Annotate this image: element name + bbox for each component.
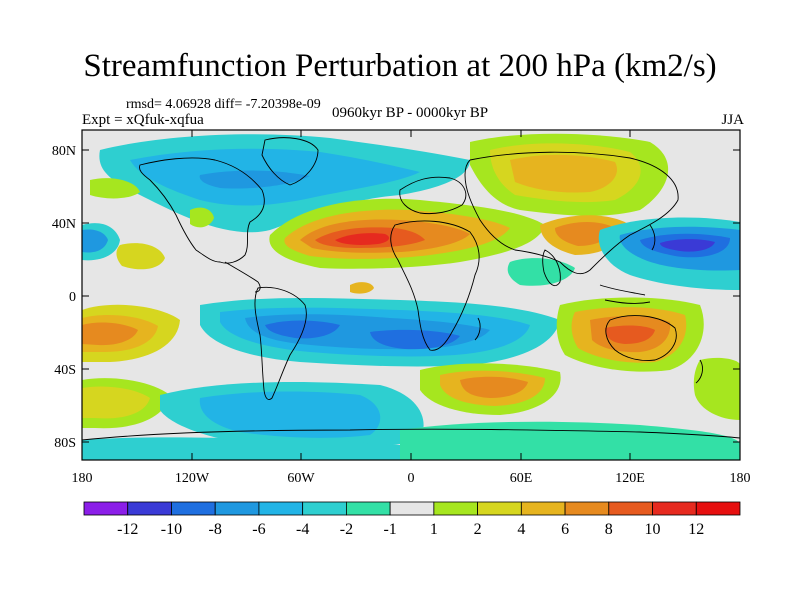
experiment-label: Expt = xQfuk-xqfua: [82, 112, 204, 128]
colorbar-label: 10: [645, 521, 661, 538]
colorbar-label: 2: [474, 521, 482, 538]
colorbar-label: -4: [296, 521, 309, 538]
colorbar-swatch: [345, 501, 391, 516]
lon-label-180e: 180: [730, 471, 751, 486]
lon-label-120w: 120W: [175, 471, 210, 486]
map-title: Streamfunction Perturbation at 200 hPa (…: [83, 48, 717, 84]
colorbar-label: 1: [430, 521, 438, 538]
lat-label-80s: 80S: [54, 436, 76, 451]
colorbar-label: -6: [252, 521, 265, 538]
contour-pos-sw-edge-3: [82, 322, 138, 346]
colorbar-swatch: [127, 501, 172, 516]
coast-greenland: [261, 137, 319, 186]
contour-pos-namerica-2: [190, 207, 214, 228]
coast-australia: [605, 315, 677, 361]
colorbar-label: -1: [383, 521, 396, 538]
coast-europe: [399, 176, 467, 215]
colorbar-swatch: [433, 501, 479, 516]
colorbar-swatch: [171, 501, 216, 516]
season-label: JJA: [721, 112, 744, 128]
lat-label-80n: 80N: [52, 144, 76, 159]
contour-neg-south-4: [265, 320, 340, 339]
colorbar-label: -10: [161, 521, 182, 538]
colorbar-label: -12: [117, 521, 138, 538]
colorbar-swatch: [520, 501, 566, 516]
colorbar-label: -2: [340, 521, 353, 538]
contour-neg-west-edge-2: [82, 229, 108, 253]
lat-label-40s: 40S: [54, 363, 76, 378]
contour-neg-antarctic-3: [400, 421, 740, 460]
coast-madagascar: [474, 317, 481, 341]
contour-pos-spacific-bottom-2: [82, 386, 150, 419]
lon-label-180w: 180: [72, 471, 93, 486]
contour-pos-siberia-3: [510, 154, 618, 193]
contour-neg-south-5: [370, 329, 460, 350]
contour-neg-npacific-4: [660, 239, 715, 252]
lon-tick-marks: [81, 130, 631, 460]
colorbar-swatch: [389, 501, 435, 516]
coastlines: [82, 137, 740, 441]
colorbar-swatch: [564, 501, 610, 516]
colorbar-label: 4: [517, 521, 525, 538]
lat-label-40n: 40N: [52, 217, 76, 232]
contour-eq-small-pos: [350, 282, 374, 294]
coast-japan: [649, 224, 656, 251]
colorbar-swatch: [83, 501, 129, 516]
coast-india: [542, 249, 561, 286]
coast-north-america: [139, 157, 265, 264]
contour-eq-pos-west: [90, 178, 140, 199]
colorbar-label: 6: [561, 521, 569, 538]
colorbar-swatch: [302, 501, 347, 516]
contour-pos-namerica: [116, 243, 165, 270]
colorbar-swatch: [652, 501, 697, 516]
lat-label-0: 0: [69, 290, 76, 305]
colorbar-label: 8: [605, 521, 613, 538]
lon-label-0: 0: [408, 471, 415, 486]
contour-neg-antarctic-2: [199, 391, 381, 438]
colorbar-swatch: [608, 501, 653, 516]
lon-label-120e: 120E: [615, 471, 645, 486]
colorbar-label: -8: [209, 521, 222, 538]
lon-label-60e: 60E: [510, 471, 533, 486]
contour-pos-atlantic-5: [335, 233, 390, 245]
coast-new-zealand: [695, 359, 703, 384]
colorbar-label: 12: [688, 521, 704, 538]
coast-south-america: [254, 286, 307, 401]
contour-field: [82, 130, 740, 460]
contour-neg-antarctic-4: [82, 437, 400, 460]
coast-central-america: [224, 261, 261, 293]
lat-tick-marks: [82, 149, 740, 443]
period-label: 0960kyr BP - 0000kyr BP: [331, 105, 489, 121]
stats-text: rmsd= 4.06928 diff= -7.20398e-09: [126, 97, 321, 112]
lon-label-60w: 60W: [287, 471, 315, 486]
colorbar-swatch: [258, 501, 304, 516]
colorbar-swatch: [477, 501, 522, 516]
colorbar-swatch: [214, 501, 260, 516]
coast-antarctica: [82, 428, 740, 441]
contour-pos-se-edge: [693, 357, 740, 420]
coast-africa: [390, 220, 480, 351]
coast-asia: [464, 151, 679, 275]
coast-se-asia: [599, 284, 651, 304]
contour-neg-north-core2: [199, 170, 310, 189]
contour-pos-australia-4: [605, 325, 655, 344]
colorbar: -12 -10 -8 -6 -4 -2 -1 1 2 4 6 8 10 12: [83, 501, 741, 538]
contour-pos-sindian-3: [460, 376, 528, 398]
colorbar-swatch: [695, 501, 741, 516]
